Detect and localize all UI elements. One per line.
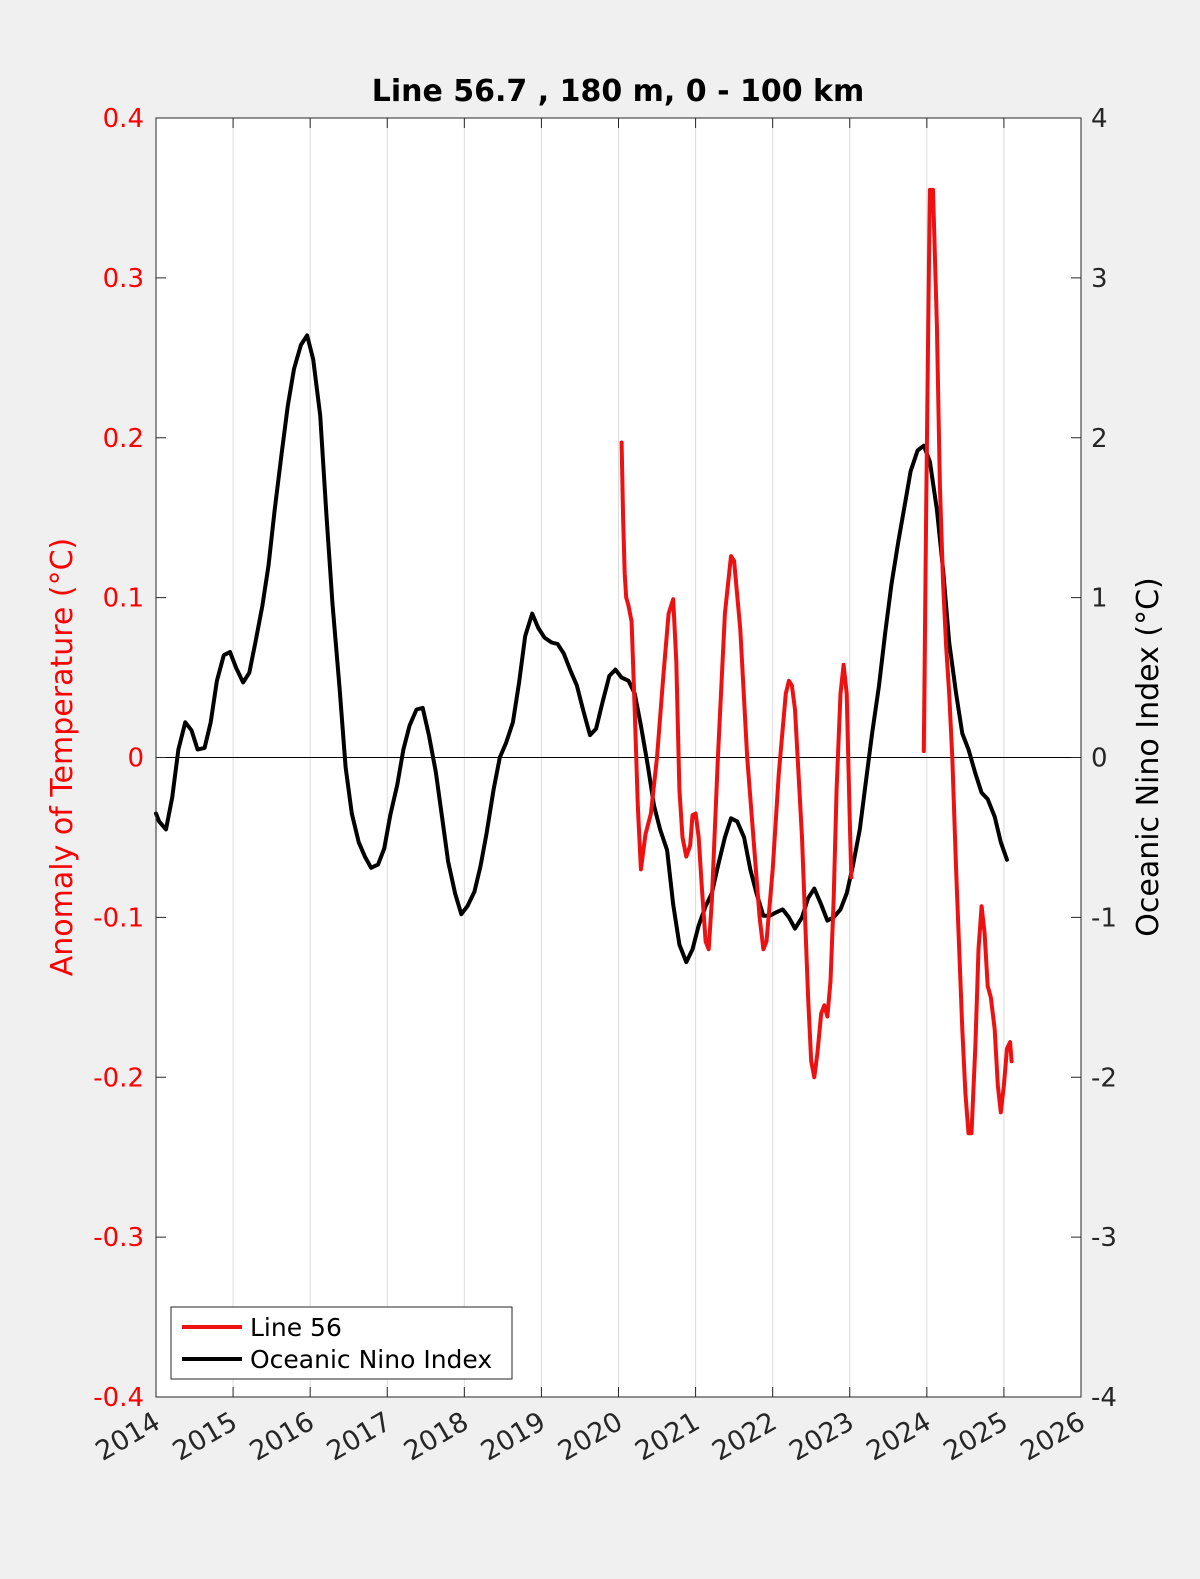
legend-box xyxy=(170,1306,513,1380)
y-tick-label-right: 4 xyxy=(1091,104,1108,134)
y-tick-label-right: 0 xyxy=(1091,744,1108,774)
y-tick-label-right: -2 xyxy=(1091,1063,1117,1093)
chart-title: Line 56.7 , 180 m, 0 - 100 km xyxy=(372,74,865,109)
series-line-line56 xyxy=(921,187,1014,1136)
series-line-line56 xyxy=(619,440,854,1080)
y-tick-label-left: -0.1 xyxy=(93,903,144,933)
y-tick-label-right: 3 xyxy=(1091,264,1108,294)
legend-label-oni: Oceanic Nino Index xyxy=(250,1345,492,1374)
y-tick-label-right: 1 xyxy=(1091,584,1108,614)
y-tick-label-left: -0.2 xyxy=(93,1063,144,1093)
y-tick-label-left: 0.3 xyxy=(103,264,144,294)
y-axis-label-left: Anomaly of Temperature (°C) xyxy=(45,538,80,977)
y-tick-label-left: 0.2 xyxy=(103,424,144,454)
y-tick-label-right: 2 xyxy=(1091,424,1108,454)
series-line-oni xyxy=(154,333,1009,965)
y-tick-label-left: 0.1 xyxy=(103,584,144,614)
legend: Line 56 Oceanic Nino Index xyxy=(170,1306,513,1380)
y-tick-label-left: 0 xyxy=(127,744,144,774)
y-tick-label-left: 0.4 xyxy=(103,104,144,134)
legend-label-line56: Line 56 xyxy=(250,1313,342,1342)
y-tick-label-right: -3 xyxy=(1091,1223,1117,1253)
y-axis-label-right: Oceanic Nino Index (°C) xyxy=(1131,577,1166,937)
y-tick-label-left: -0.3 xyxy=(93,1223,144,1253)
y-tick-label-right: -1 xyxy=(1091,903,1117,933)
series-layer xyxy=(154,187,1014,1136)
y-tick-label-right: -4 xyxy=(1091,1383,1117,1413)
y-tick-label-left: -0.4 xyxy=(93,1383,144,1413)
